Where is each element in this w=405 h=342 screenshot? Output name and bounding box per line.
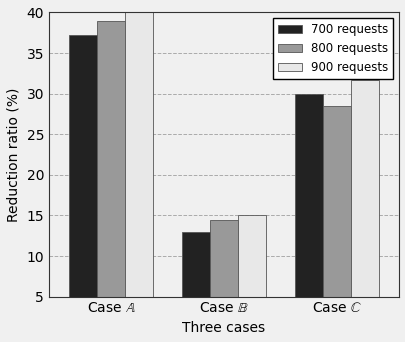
Bar [68,35,97,337]
Bar [97,21,125,337]
Bar [238,215,266,337]
Bar [209,220,238,337]
Legend: 700 requests, 800 requests, 900 requests: 700 requests, 800 requests, 900 requests [273,18,392,79]
Bar [294,94,322,337]
Bar [181,232,209,337]
Y-axis label: Reduction ratio (%): Reduction ratio (%) [7,87,21,222]
X-axis label: Three cases: Three cases [182,321,265,335]
Bar [350,80,378,337]
Bar [125,10,153,337]
Bar [322,106,350,337]
